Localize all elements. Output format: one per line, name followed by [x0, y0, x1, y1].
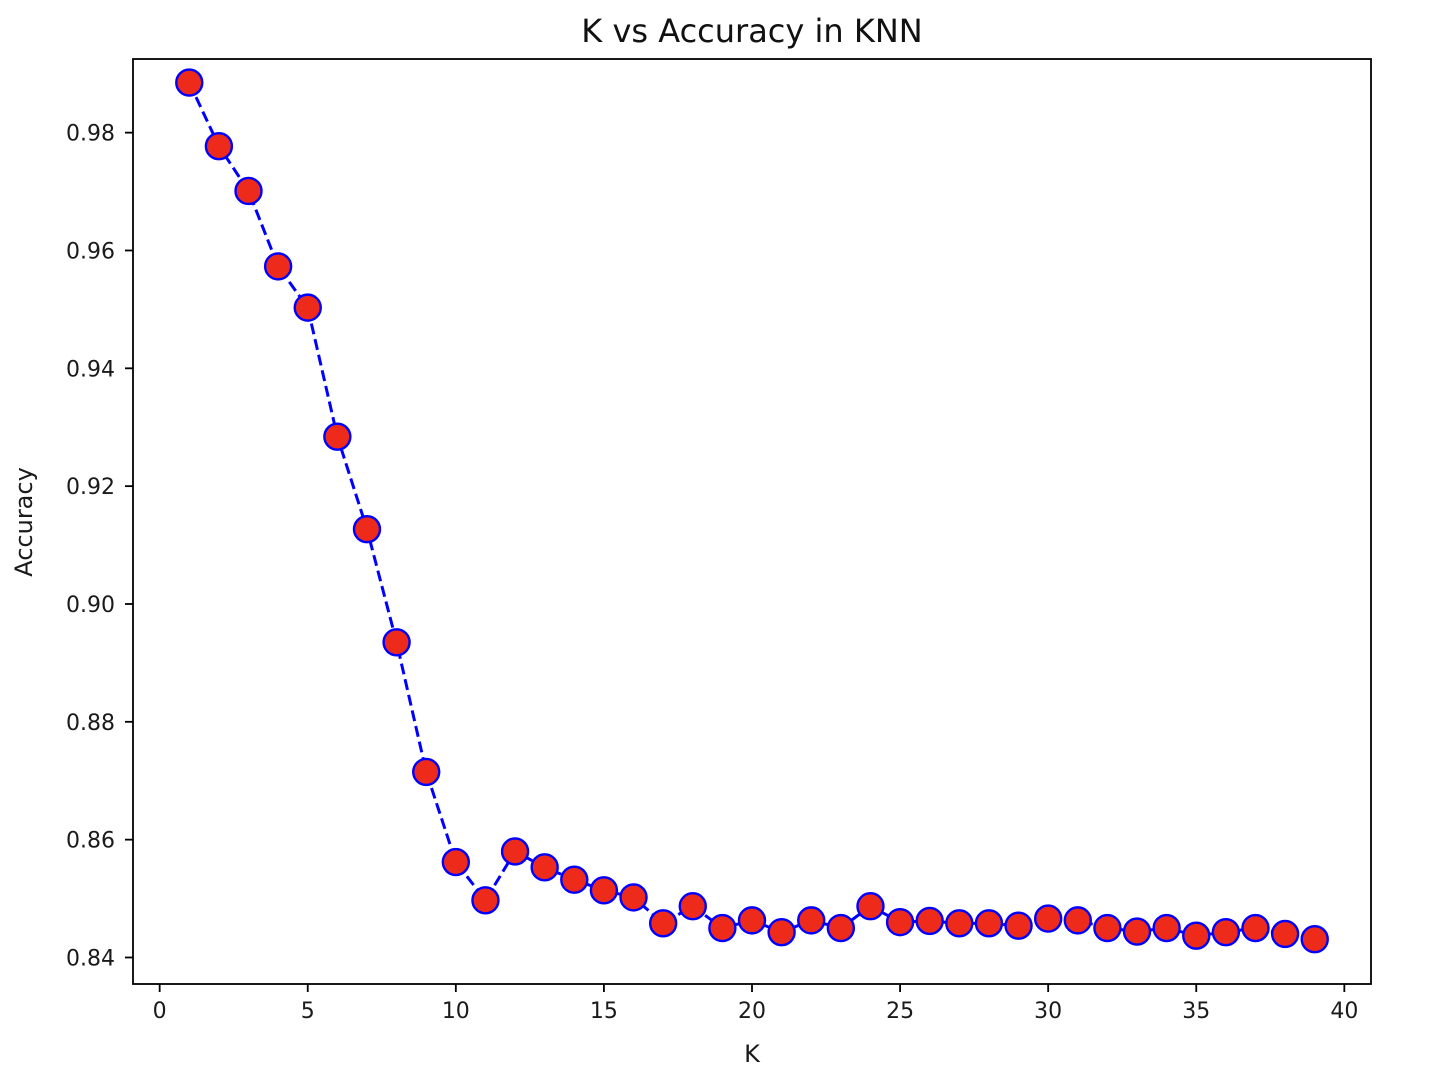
- x-tick-label: 40: [1330, 999, 1358, 1024]
- plot-frame: [132, 58, 1372, 985]
- y-axis-title: Accuracy: [10, 467, 38, 577]
- x-tick-label: 25: [886, 999, 914, 1024]
- data-point: [678, 892, 707, 921]
- data-point: [1270, 919, 1300, 949]
- data-point: [500, 837, 530, 866]
- data-point: [234, 176, 263, 206]
- x-tick-label: 5: [301, 999, 315, 1024]
- data-point: [1004, 911, 1033, 940]
- data-point: [797, 906, 826, 935]
- data-point: [382, 628, 411, 657]
- data-point: [1063, 906, 1092, 935]
- y-tick-label: 0.88: [66, 711, 115, 736]
- data-point: [412, 757, 441, 787]
- x-tick-label: 20: [738, 999, 766, 1024]
- data-point: [471, 886, 500, 915]
- y-tick-label: 0.98: [66, 122, 115, 147]
- data-point: [263, 252, 293, 281]
- data-point: [974, 909, 1004, 938]
- y-tick-label: 0.92: [66, 475, 115, 500]
- data-point: [1300, 925, 1329, 954]
- data-point: [560, 865, 589, 894]
- data-point: [530, 853, 559, 882]
- data-point: [323, 422, 352, 451]
- data-point: [648, 909, 678, 938]
- x-tick-label: 10: [442, 999, 470, 1024]
- y-tick-label: 0.94: [66, 357, 115, 382]
- data-point: [589, 876, 619, 905]
- data-point: [826, 913, 856, 943]
- x-tick-label: 0: [153, 999, 167, 1024]
- x-tick-label: 30: [1034, 999, 1062, 1024]
- x-axis-title: K: [744, 1040, 761, 1068]
- x-tick-label: 35: [1182, 999, 1210, 1024]
- data-point: [1152, 913, 1181, 943]
- y-tick-label: 0.84: [66, 946, 115, 971]
- chart-title: K vs Accuracy in KNN: [581, 12, 922, 50]
- data-point: [352, 514, 382, 544]
- y-axis: 0.84 0.86 0.88 0.90 0.92 0.94 0.96 0.98: [66, 122, 133, 971]
- data-point: [204, 131, 234, 161]
- y-tick-label: 0.90: [66, 593, 115, 618]
- data-point: [1033, 904, 1063, 933]
- data-point: [1122, 917, 1152, 946]
- y-tick-label: 0.86: [66, 829, 115, 854]
- y-tick-label: 0.96: [66, 239, 115, 264]
- data-point: [708, 913, 737, 943]
- data-point: [1211, 917, 1241, 947]
- data-point: [619, 883, 648, 912]
- series-line: [187, 81, 1315, 941]
- data-point: [737, 906, 767, 935]
- data-point: [767, 917, 796, 947]
- plot-area: [132, 58, 1372, 985]
- data-point: [856, 892, 885, 921]
- data-point: [293, 293, 322, 322]
- data-point: [1093, 913, 1122, 943]
- data-point: [945, 909, 974, 938]
- x-tick-label: 15: [590, 999, 618, 1024]
- data-point: [175, 68, 204, 97]
- data-point: [915, 906, 944, 936]
- x-axis: 0 5 10 15 20 25 30 35 40: [153, 984, 1358, 1024]
- data-point: [441, 847, 471, 877]
- data-point: [1182, 921, 1211, 950]
- data-point: [885, 907, 915, 937]
- data-point: [1241, 913, 1270, 943]
